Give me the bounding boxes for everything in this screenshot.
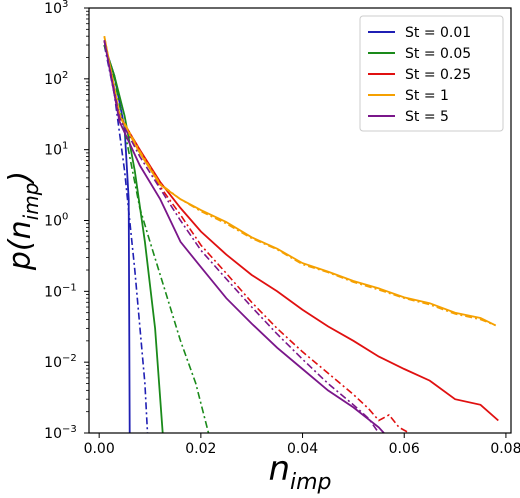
legend: St = 0.01 St = 0.05 St = 0.25 St = 1 St = 5 — [359, 15, 504, 132]
y-tick-base: 10 — [44, 214, 62, 230]
y-tick-exponent: 3 — [62, 0, 68, 10]
x-axis-label-main: n — [268, 449, 290, 489]
series-line-solid — [103, 40, 499, 422]
y-axis-label-close: ) — [3, 171, 38, 185]
y-axis-label-sub: imp — [19, 183, 43, 221]
y-tick-base: 10 — [44, 1, 62, 17]
y-tick-exponent: 1 — [62, 141, 68, 152]
series-line-dashdot — [103, 44, 149, 434]
y-tick-base: 10 — [44, 355, 62, 371]
y-tick-base: 10 — [44, 72, 62, 88]
legend-label: St = 1 — [405, 88, 449, 104]
x-axis: 0.00 0.02 0.04 0.06 0.08 — [84, 433, 520, 457]
legend-label: St = 5 — [405, 109, 449, 125]
legend-box — [359, 15, 504, 132]
legend-label: St = 0.05 — [405, 46, 471, 62]
series-line-solid — [103, 36, 497, 327]
y-tick-label: 10 — [44, 355, 62, 371]
y-tick-base: 10 — [44, 426, 62, 442]
series-line-dashdot — [103, 40, 380, 434]
x-axis-label: nimp — [268, 449, 331, 494]
series-line-dashdot — [103, 44, 210, 434]
y-tick-exponent: −1 — [62, 282, 77, 293]
y-tick-exponent: −3 — [62, 424, 77, 435]
y-tick-label: 10 — [44, 426, 62, 442]
x-tick-label: 0.04 — [287, 441, 318, 457]
y-axis-label: p(nimp) — [3, 171, 43, 271]
y-tick-label: 10 — [44, 1, 62, 17]
legend-label: St = 0.01 — [405, 25, 471, 41]
x-tick-label: 0.00 — [84, 441, 115, 457]
y-tick-exponent: 2 — [62, 70, 68, 81]
y-tick-exponent: −2 — [62, 353, 77, 364]
y-tick-label: 10 — [44, 143, 62, 159]
series-layer — [103, 36, 499, 434]
legend-label: St = 0.25 — [405, 67, 471, 83]
y-tick-exponent: 0 — [62, 212, 68, 223]
y-tick-base: 10 — [44, 284, 62, 300]
series-line-solid — [103, 44, 164, 434]
x-tick-label: 0.02 — [185, 441, 216, 457]
x-tick-label: 0.08 — [490, 441, 520, 457]
x-tick-label: 0.06 — [389, 441, 420, 457]
series-line-solid — [103, 40, 385, 434]
y-axis-label-main: p(n — [3, 220, 38, 271]
y-tick-label: 10 — [44, 72, 62, 88]
series-line-dashdot — [103, 40, 410, 434]
y-tick-base: 10 — [44, 143, 62, 159]
y-tick-label: 10 — [44, 214, 62, 230]
x-axis-label-sub: imp — [290, 470, 332, 494]
y-tick-label: 10 — [44, 284, 62, 300]
